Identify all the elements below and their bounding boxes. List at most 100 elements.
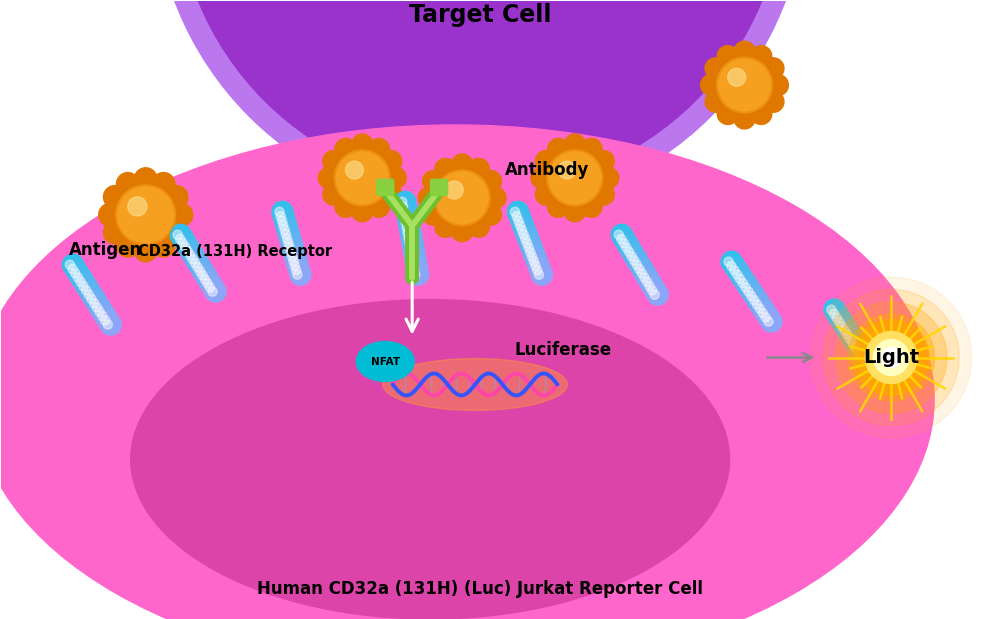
Circle shape <box>423 171 444 192</box>
Circle shape <box>751 46 772 67</box>
Circle shape <box>530 260 551 280</box>
Circle shape <box>519 230 528 239</box>
Text: Human CD32a (131H) (Luc) Jurkat Reporter Cell: Human CD32a (131H) (Luc) Jurkat Reporter… <box>257 580 703 598</box>
Circle shape <box>165 186 188 209</box>
Circle shape <box>622 241 643 262</box>
Circle shape <box>856 348 876 370</box>
Circle shape <box>848 338 857 347</box>
Circle shape <box>404 243 425 264</box>
Circle shape <box>134 168 157 191</box>
Circle shape <box>398 212 419 233</box>
Circle shape <box>611 224 632 245</box>
Circle shape <box>734 108 755 129</box>
Circle shape <box>845 334 854 343</box>
Text: Antigen: Antigen <box>69 241 142 259</box>
Circle shape <box>513 215 534 236</box>
Circle shape <box>87 293 108 314</box>
Circle shape <box>531 167 552 189</box>
Text: Target Cell: Target Cell <box>409 3 551 27</box>
Circle shape <box>198 269 219 290</box>
Circle shape <box>853 347 862 355</box>
Circle shape <box>627 251 636 261</box>
Circle shape <box>98 311 107 321</box>
Circle shape <box>616 233 637 254</box>
Circle shape <box>755 304 765 313</box>
Circle shape <box>750 294 771 315</box>
Circle shape <box>100 314 121 335</box>
Circle shape <box>526 248 535 257</box>
Circle shape <box>836 302 947 413</box>
Circle shape <box>435 216 456 237</box>
Circle shape <box>837 320 858 341</box>
Circle shape <box>856 350 865 360</box>
Circle shape <box>395 191 416 212</box>
Circle shape <box>522 239 532 248</box>
Circle shape <box>717 57 772 113</box>
Circle shape <box>407 259 428 280</box>
Circle shape <box>705 91 726 112</box>
Circle shape <box>279 220 288 230</box>
Circle shape <box>289 260 310 280</box>
Circle shape <box>521 237 542 258</box>
Circle shape <box>398 197 407 206</box>
Circle shape <box>409 259 418 269</box>
Circle shape <box>190 257 211 278</box>
Circle shape <box>275 210 295 232</box>
Circle shape <box>406 244 415 253</box>
Circle shape <box>724 256 745 277</box>
Circle shape <box>761 311 782 332</box>
Circle shape <box>824 299 845 320</box>
Circle shape <box>70 267 91 288</box>
Circle shape <box>534 270 544 279</box>
Circle shape <box>511 210 532 232</box>
Circle shape <box>335 196 356 217</box>
Circle shape <box>352 134 373 155</box>
Circle shape <box>861 357 882 378</box>
Circle shape <box>548 139 569 160</box>
Circle shape <box>173 230 182 240</box>
Circle shape <box>705 58 726 79</box>
Circle shape <box>451 220 473 241</box>
Circle shape <box>730 266 739 275</box>
Circle shape <box>95 307 104 316</box>
Circle shape <box>284 239 293 248</box>
Circle shape <box>864 363 873 372</box>
Circle shape <box>629 254 650 275</box>
Circle shape <box>468 158 489 180</box>
Circle shape <box>401 228 422 249</box>
Circle shape <box>547 150 603 206</box>
Circle shape <box>76 275 97 297</box>
Circle shape <box>318 167 340 189</box>
Circle shape <box>178 238 187 248</box>
Circle shape <box>292 266 301 275</box>
Circle shape <box>510 207 520 217</box>
Circle shape <box>285 243 294 253</box>
Circle shape <box>73 271 94 292</box>
Circle shape <box>741 283 750 292</box>
Circle shape <box>68 263 89 284</box>
Circle shape <box>642 277 652 287</box>
Circle shape <box>761 313 770 322</box>
FancyBboxPatch shape <box>377 180 394 196</box>
Circle shape <box>614 230 623 240</box>
Circle shape <box>176 234 185 243</box>
Circle shape <box>323 150 344 172</box>
Circle shape <box>190 259 200 268</box>
Circle shape <box>637 267 658 288</box>
Circle shape <box>288 252 297 261</box>
Circle shape <box>352 201 373 222</box>
Circle shape <box>100 316 110 325</box>
Circle shape <box>399 217 420 238</box>
Circle shape <box>198 271 207 280</box>
Circle shape <box>282 237 303 258</box>
Circle shape <box>183 245 204 266</box>
Circle shape <box>535 184 557 205</box>
Circle shape <box>323 184 344 205</box>
Circle shape <box>434 170 490 226</box>
Circle shape <box>435 158 456 180</box>
Circle shape <box>509 206 530 227</box>
Circle shape <box>861 359 870 368</box>
Circle shape <box>518 228 539 249</box>
Circle shape <box>843 330 852 339</box>
Circle shape <box>717 103 739 124</box>
